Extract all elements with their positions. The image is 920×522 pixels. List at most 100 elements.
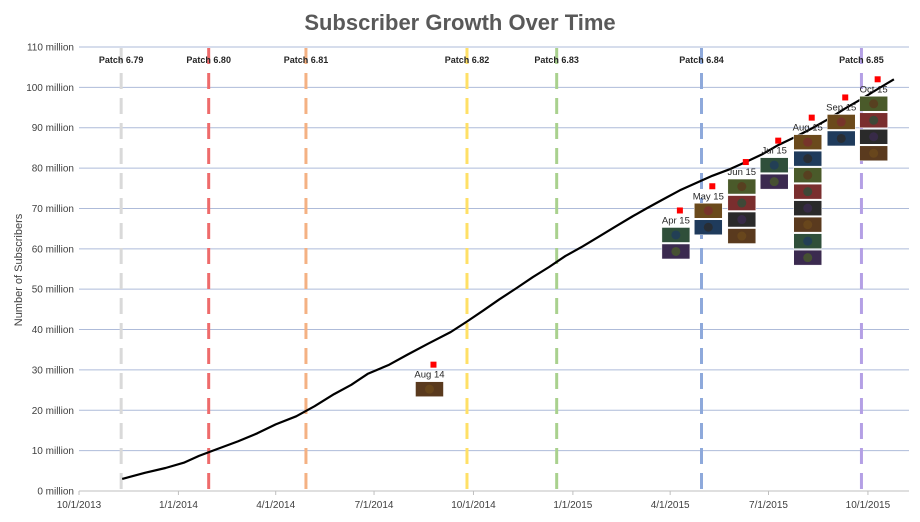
patch-label: Patch 6.80 xyxy=(186,55,231,65)
y-tick-label: 0 million xyxy=(37,487,74,498)
hero-portrait-face xyxy=(803,203,813,213)
y-tick-label: 100 million xyxy=(26,83,74,94)
y-tick-label: 70 million xyxy=(32,204,74,215)
hero-portrait xyxy=(859,129,888,145)
y-tick-label: 30 million xyxy=(32,365,74,376)
marker-label: Jul 15 xyxy=(762,146,787,157)
hero-portrait-face xyxy=(803,253,813,263)
hero-portrait xyxy=(793,233,822,249)
x-tick-label: 10/1/2013 xyxy=(57,500,102,511)
hero-portrait-face xyxy=(869,99,879,109)
hero-portrait-face xyxy=(703,206,713,216)
hero-portrait xyxy=(759,157,789,173)
hero-portrait-face xyxy=(869,148,879,158)
hero-portrait xyxy=(793,216,822,233)
series-group xyxy=(121,78,895,480)
marker-label: Sep 15 xyxy=(826,102,856,113)
y-tick-label: 20 million xyxy=(32,406,74,417)
hero-portrait xyxy=(661,227,691,243)
hero-portrait xyxy=(859,112,888,129)
x-tick-label: 1/1/2015 xyxy=(553,500,592,511)
data-point-marker xyxy=(874,76,881,83)
hero-portrait-face xyxy=(803,154,813,164)
marker-label: May 15 xyxy=(693,191,724,202)
y-tick-label: 40 million xyxy=(32,325,74,336)
hero-portrait xyxy=(727,211,757,228)
chart-title: Subscriber Growth Over Time xyxy=(304,10,615,35)
x-tick-label: 1/1/2014 xyxy=(159,500,198,511)
hero-portrait xyxy=(727,195,757,211)
hero-portrait-face xyxy=(737,198,747,208)
x-tick-label: 10/1/2015 xyxy=(846,500,891,511)
data-point-marker xyxy=(430,361,437,368)
y-tick-label: 60 million xyxy=(32,244,74,255)
marker-group: Aug 14 Apr 15 May 15 Jun 15 Jul 15 Aug 15Sep … xyxy=(414,76,888,397)
hero-portrait-face xyxy=(803,137,813,147)
gridlines xyxy=(79,46,909,492)
patch-label: Patch 6.82 xyxy=(445,55,490,65)
y-axis-title: Number of Subscribers xyxy=(13,213,25,326)
marker-label: Oct 15 xyxy=(860,84,888,95)
y-tick-label: 80 million xyxy=(32,164,74,175)
marker-label: Aug 15 xyxy=(793,123,823,134)
hero-portrait xyxy=(859,96,888,112)
hero-portrait xyxy=(694,203,723,219)
marker-label: Apr 15 xyxy=(662,215,690,226)
hero-portrait xyxy=(859,145,888,162)
hero-portrait xyxy=(793,183,822,200)
patch-label: Patch 6.83 xyxy=(534,55,579,65)
hero-portrait-face xyxy=(769,160,779,170)
hero-portrait xyxy=(694,219,723,236)
hero-portrait-face xyxy=(803,187,813,197)
x-tick-label: 10/1/2014 xyxy=(451,500,496,511)
hero-portrait xyxy=(727,228,757,244)
hero-portrait-face xyxy=(803,236,813,246)
hero-portrait-face xyxy=(737,231,747,241)
patch-label: Patch 6.84 xyxy=(679,55,724,65)
marker-label: Aug 14 xyxy=(414,370,444,381)
x-tick-label: 4/1/2015 xyxy=(651,500,690,511)
y-tick-label: 110 million xyxy=(27,43,74,54)
hero-portrait xyxy=(826,130,856,147)
hero-portrait xyxy=(727,178,757,195)
patch-label: Patch 6.85 xyxy=(839,55,884,65)
marker-label: Jun 15 xyxy=(728,167,757,178)
hero-portrait-face xyxy=(836,133,846,143)
hero-portrait xyxy=(415,381,444,397)
data-point-marker xyxy=(742,159,749,166)
data-point-marker xyxy=(676,207,683,214)
hero-portrait-face xyxy=(737,182,747,192)
data-point-marker xyxy=(709,183,716,190)
hero-portrait-face xyxy=(671,230,681,240)
y-tick-label: 50 million xyxy=(32,285,74,296)
hero-portrait-face xyxy=(737,215,747,225)
hero-portrait-face xyxy=(703,222,713,232)
data-point-marker xyxy=(775,137,782,144)
hero-portrait xyxy=(793,200,822,216)
subscriber-line xyxy=(121,78,895,480)
hero-portrait xyxy=(793,167,822,183)
hero-portrait xyxy=(793,134,822,150)
axis-group: 0 million 10 million 20 million 30 million 4… xyxy=(26,43,890,512)
hero-portrait-face xyxy=(803,170,813,180)
hero-portrait xyxy=(793,249,822,266)
hero-portrait-face xyxy=(869,132,879,142)
x-tick-label: 7/1/2014 xyxy=(355,500,394,511)
x-tick-label: 7/1/2015 xyxy=(749,500,788,511)
y-tick-label: 10 million xyxy=(32,446,74,457)
hero-portrait-face xyxy=(836,117,846,127)
hero-portrait xyxy=(793,150,822,167)
hero-portrait-face xyxy=(869,115,879,125)
x-tick-label: 4/1/2014 xyxy=(256,500,295,511)
y-tick-label: 90 million xyxy=(32,123,74,134)
hero-portrait-face xyxy=(424,384,434,394)
patch-label: Patch 6.79 xyxy=(99,55,144,65)
hero-portrait-face xyxy=(671,246,681,256)
hero-portrait-face xyxy=(769,177,779,187)
patch-lines: Patch 6.79 Patch 6.80 Patch 6.81 Patch 6.82… xyxy=(99,48,884,491)
data-point-marker xyxy=(842,94,849,101)
hero-portrait xyxy=(826,114,856,130)
hero-portrait-face xyxy=(803,220,813,230)
patch-label: Patch 6.81 xyxy=(284,55,329,65)
